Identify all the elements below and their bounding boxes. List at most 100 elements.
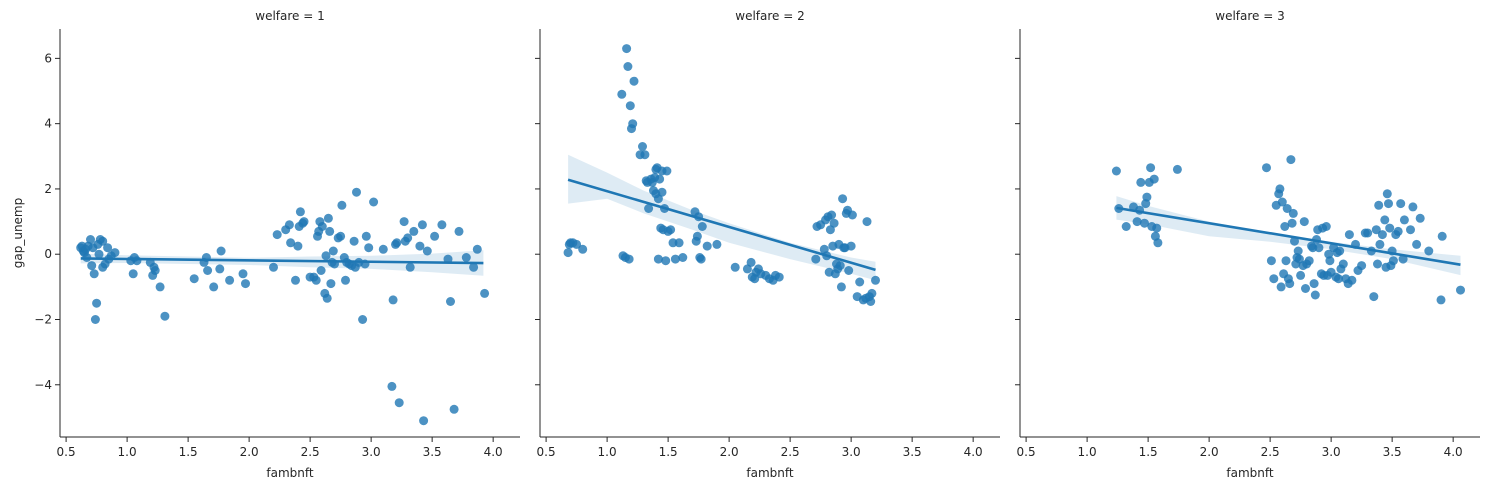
data-point: [403, 233, 413, 243]
data-point: [622, 44, 632, 54]
data-point: [836, 282, 846, 292]
data-point: [746, 257, 756, 267]
data-point: [269, 262, 278, 272]
x-tick-label: 2.5: [1261, 445, 1280, 459]
regression-line: [80, 257, 484, 265]
data-point: [241, 279, 250, 289]
data-point: [358, 315, 368, 324]
data-point: [472, 244, 482, 254]
data-point: [1371, 225, 1381, 235]
x-tick-label: 1.0: [118, 445, 137, 459]
data-point: [871, 275, 880, 285]
data-point: [1388, 256, 1398, 266]
data-point: [409, 226, 419, 236]
data-point: [128, 269, 138, 279]
data-point: [352, 187, 361, 197]
data-point: [862, 217, 872, 227]
data-point: [1338, 259, 1348, 269]
data-point: [388, 295, 398, 305]
data-point: [272, 230, 282, 240]
data-point: [1276, 282, 1286, 292]
x-tick-label: 3.5: [423, 445, 442, 459]
x-tick-label: 2.5: [781, 445, 800, 459]
data-point: [1275, 184, 1285, 194]
data-point: [617, 89, 627, 99]
data-point: [326, 279, 336, 289]
data-point: [1377, 230, 1387, 240]
confidence-band: [80, 250, 484, 276]
data-point: [1280, 222, 1290, 231]
x-tick-label: 3.0: [842, 445, 861, 459]
data-point: [446, 297, 455, 306]
y-tick-label: −2: [34, 312, 52, 326]
data-point: [674, 238, 684, 248]
x-tick-label: 1.5: [179, 445, 198, 459]
data-point: [94, 249, 104, 259]
data-point: [349, 236, 359, 246]
data-point: [311, 275, 321, 285]
data-point: [1334, 274, 1343, 284]
data-point: [1282, 204, 1292, 213]
data-point: [829, 218, 839, 228]
data-point: [1344, 230, 1354, 240]
data-point: [323, 213, 333, 223]
data-point: [1424, 246, 1434, 256]
data-points: [76, 187, 490, 426]
data-point: [364, 243, 374, 253]
data-point: [98, 236, 108, 246]
y-tick-label: 6: [44, 51, 52, 65]
data-point: [1140, 218, 1149, 228]
y-tick-label: 4: [44, 117, 52, 131]
data-point: [215, 264, 225, 274]
data-point: [225, 275, 235, 285]
data-point: [328, 246, 338, 256]
x-tick-label: 0.5: [1017, 445, 1036, 459]
data-point: [387, 381, 397, 391]
data-point: [1408, 202, 1418, 212]
data-point: [1136, 177, 1146, 187]
data-point: [103, 243, 113, 253]
panel-title: welfare = 1: [255, 9, 324, 23]
data-point: [321, 251, 331, 261]
x-tick-label: 3.5: [1383, 445, 1402, 459]
data-point: [1132, 217, 1142, 227]
data-point: [1152, 223, 1162, 233]
data-point: [623, 62, 633, 71]
data-point: [1321, 222, 1331, 231]
x-tick-label: 2.0: [1200, 445, 1219, 459]
data-point: [1384, 199, 1393, 209]
data-point: [867, 288, 877, 298]
data-point: [1262, 163, 1271, 173]
data-point: [638, 142, 647, 151]
data-point: [322, 293, 332, 303]
data-point: [316, 266, 326, 275]
data-point: [653, 254, 663, 264]
data-point: [629, 76, 639, 86]
data-point: [1380, 215, 1390, 225]
data-point: [89, 269, 99, 279]
data-point: [132, 256, 142, 266]
data-point: [730, 262, 740, 272]
x-axis-label: fambnft: [1226, 466, 1274, 480]
data-point: [419, 416, 429, 426]
x-tick-label: 2.0: [720, 445, 739, 459]
x-tick-label: 3.5: [903, 445, 922, 459]
confidence-band: [568, 154, 876, 281]
data-point: [325, 226, 335, 236]
data-point: [449, 404, 459, 414]
data-point: [624, 254, 634, 264]
data-point: [578, 244, 588, 254]
data-point: [855, 277, 865, 287]
data-point: [293, 241, 303, 251]
panel-title: welfare = 2: [735, 9, 804, 23]
data-point: [1437, 231, 1447, 241]
data-point: [835, 261, 845, 271]
panel-2: welfare = 2 0.5 1.0 1.5 2.0 2.5 3.0 3.5 4.0 fambn…: [535, 9, 1000, 480]
data-point: [480, 288, 490, 298]
x-tick-label: 4.0: [964, 445, 983, 459]
data-point: [86, 235, 95, 244]
data-point: [461, 253, 471, 262]
x-axis-label: fambnft: [266, 466, 314, 480]
data-point: [216, 246, 226, 256]
